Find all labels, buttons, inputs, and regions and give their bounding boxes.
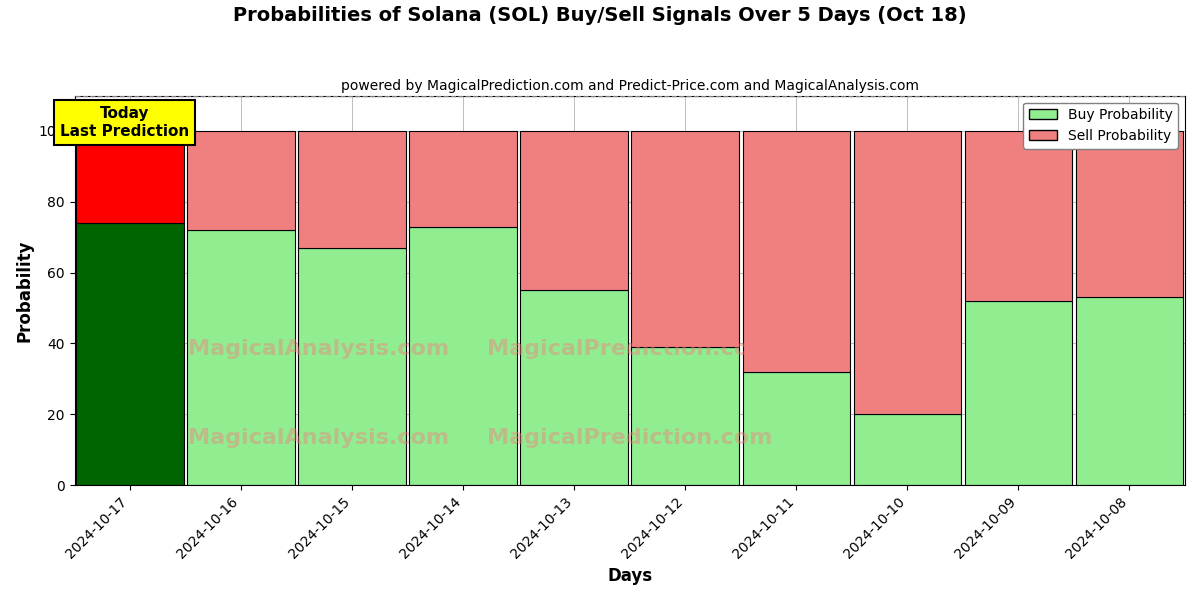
- Bar: [965, 131, 1073, 301]
- X-axis label: Days: Days: [607, 567, 653, 585]
- Bar: [187, 230, 295, 485]
- Bar: [409, 227, 517, 485]
- Bar: [77, 131, 184, 223]
- Title: powered by MagicalPrediction.com and Predict-Price.com and MagicalAnalysis.com: powered by MagicalPrediction.com and Pre…: [341, 79, 919, 93]
- Text: Today
Last Prediction: Today Last Prediction: [60, 106, 190, 139]
- Bar: [299, 248, 406, 485]
- Bar: [521, 131, 628, 290]
- Text: MagicalPrediction.com: MagicalPrediction.com: [487, 428, 773, 448]
- Bar: [631, 347, 739, 485]
- Bar: [409, 131, 517, 227]
- Legend: Buy Probability, Sell Probability: Buy Probability, Sell Probability: [1024, 103, 1178, 149]
- Bar: [299, 131, 406, 248]
- Y-axis label: Probability: Probability: [16, 239, 34, 341]
- Bar: [743, 372, 851, 485]
- Bar: [743, 131, 851, 372]
- Bar: [1075, 298, 1183, 485]
- Bar: [1075, 131, 1183, 298]
- Bar: [521, 290, 628, 485]
- Bar: [853, 415, 961, 485]
- Text: MagicalAnalysis.com: MagicalAnalysis.com: [188, 428, 450, 448]
- Text: MagicalAnalysis.com: MagicalAnalysis.com: [188, 339, 450, 359]
- Bar: [853, 131, 961, 415]
- Bar: [187, 131, 295, 230]
- Text: Probabilities of Solana (SOL) Buy/Sell Signals Over 5 Days (Oct 18): Probabilities of Solana (SOL) Buy/Sell S…: [233, 6, 967, 25]
- Bar: [965, 301, 1073, 485]
- Bar: [77, 223, 184, 485]
- Text: MagicalPrediction.com: MagicalPrediction.com: [487, 339, 773, 359]
- Bar: [631, 131, 739, 347]
